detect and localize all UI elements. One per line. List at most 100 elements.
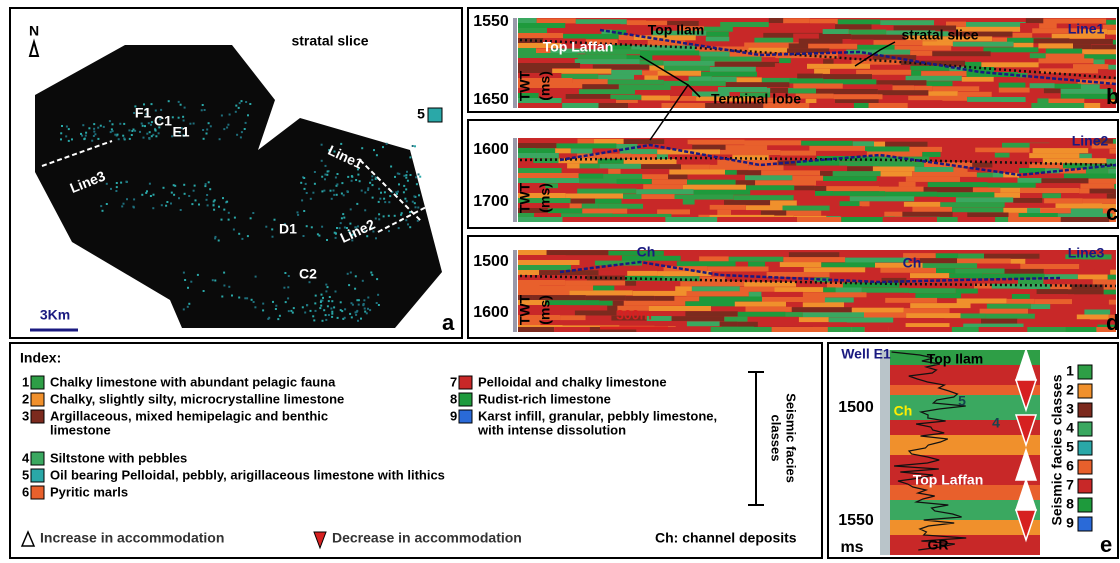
facies-speck (85, 131, 88, 134)
seismic-band (561, 43, 608, 49)
seismic-band (960, 177, 1018, 183)
seismic-band (990, 142, 1002, 148)
seismic-band (735, 180, 756, 186)
seismic-band (823, 59, 834, 65)
seismic-band (634, 75, 645, 81)
seismic-band (788, 252, 840, 258)
seismic-band (657, 271, 712, 277)
facies-speck (109, 131, 112, 134)
facies-speck (122, 134, 125, 137)
seismic-band (518, 33, 564, 38)
facies-speck (341, 182, 344, 185)
facies-speck (206, 128, 209, 131)
class-text: Pelloidal and chalky limestone (478, 374, 667, 389)
seismic-band (838, 54, 873, 60)
facies-speck (240, 100, 243, 103)
facies-speck (223, 208, 226, 211)
facies-speck (249, 217, 252, 220)
seismic-band (1027, 208, 1041, 214)
panel-letter: e (1100, 532, 1112, 557)
axis-label: TWT (517, 70, 533, 101)
seismic-band (657, 209, 690, 215)
class-swatch (458, 375, 473, 390)
seismic-band (797, 217, 842, 222)
facies-speck (170, 191, 173, 194)
seismic-band (827, 327, 852, 332)
seismic-band (1103, 289, 1116, 295)
facies-speck (97, 137, 100, 140)
seismic-band (1089, 188, 1114, 194)
facies-speck (314, 309, 317, 312)
seismic-band (905, 75, 962, 81)
class-swatch (1077, 383, 1093, 399)
seismic-band (518, 23, 566, 28)
seismic-band (1017, 178, 1064, 183)
seismic-band (724, 316, 748, 322)
horizon (559, 143, 1117, 177)
facies-speck (369, 309, 372, 312)
seismic-band (1040, 319, 1090, 325)
seismic-band (631, 154, 657, 160)
seismic-band (979, 308, 1028, 314)
seismic-band (763, 103, 810, 108)
seismic-band (786, 302, 803, 308)
seismic-band (1039, 254, 1066, 260)
facies-speck (313, 182, 316, 185)
seismic-band (957, 91, 992, 97)
class-number: 5 (1066, 439, 1074, 455)
facies-speck (120, 181, 123, 184)
seismic-band (1039, 23, 1057, 29)
facies-speck (312, 315, 315, 318)
seismic-band (844, 302, 866, 308)
facies-speck (341, 310, 344, 313)
seismic-band (570, 148, 593, 154)
seismic-band (1033, 38, 1070, 44)
seismic-band (900, 60, 966, 66)
imagery (35, 18, 1117, 332)
facies-speck (377, 293, 380, 296)
seismic-band (617, 305, 649, 311)
seismic-band (518, 78, 573, 83)
seismic-band (932, 86, 980, 92)
seismic-band (1096, 327, 1116, 332)
seismic-band (518, 327, 555, 332)
seismic-band (921, 71, 967, 77)
seismic-band (885, 191, 938, 197)
seismic-band (1111, 254, 1116, 260)
seismic-band (1029, 53, 1046, 59)
seismic-band (577, 54, 627, 60)
facies-band (890, 435, 1040, 455)
seismic-band (977, 263, 1021, 269)
facies-speck (358, 180, 361, 183)
seismic-band (1074, 294, 1116, 300)
seismic-band (680, 281, 745, 287)
facies-speck (177, 100, 180, 103)
seismic-band (1109, 217, 1116, 222)
axis-unit: (ms) (537, 183, 553, 213)
seismic-band (815, 191, 834, 196)
seismic-band (745, 205, 783, 211)
seismic-band (598, 270, 628, 276)
facies-speck (360, 317, 362, 320)
seismic-band (593, 138, 624, 144)
seismic-band (1051, 33, 1105, 39)
seismic-band (656, 154, 668, 160)
seismic-band (1088, 148, 1110, 154)
seismic-band (1042, 193, 1062, 199)
seismic-band (561, 213, 613, 219)
seismic-band (711, 271, 767, 277)
facies-speck (192, 122, 195, 125)
seismic-band (663, 80, 726, 86)
facies-speck (297, 213, 300, 216)
class-number: 6 (1066, 458, 1074, 474)
seismic-band (851, 34, 906, 40)
facies-speck (326, 170, 329, 173)
seismic-band (757, 321, 795, 327)
seismic-band (874, 141, 886, 147)
seismic-band (1031, 103, 1085, 108)
seismic-band (748, 47, 789, 53)
seismic-band (851, 211, 885, 217)
seismic-band (1050, 304, 1101, 310)
seismic-band (572, 79, 608, 85)
facies-speck (357, 173, 360, 176)
